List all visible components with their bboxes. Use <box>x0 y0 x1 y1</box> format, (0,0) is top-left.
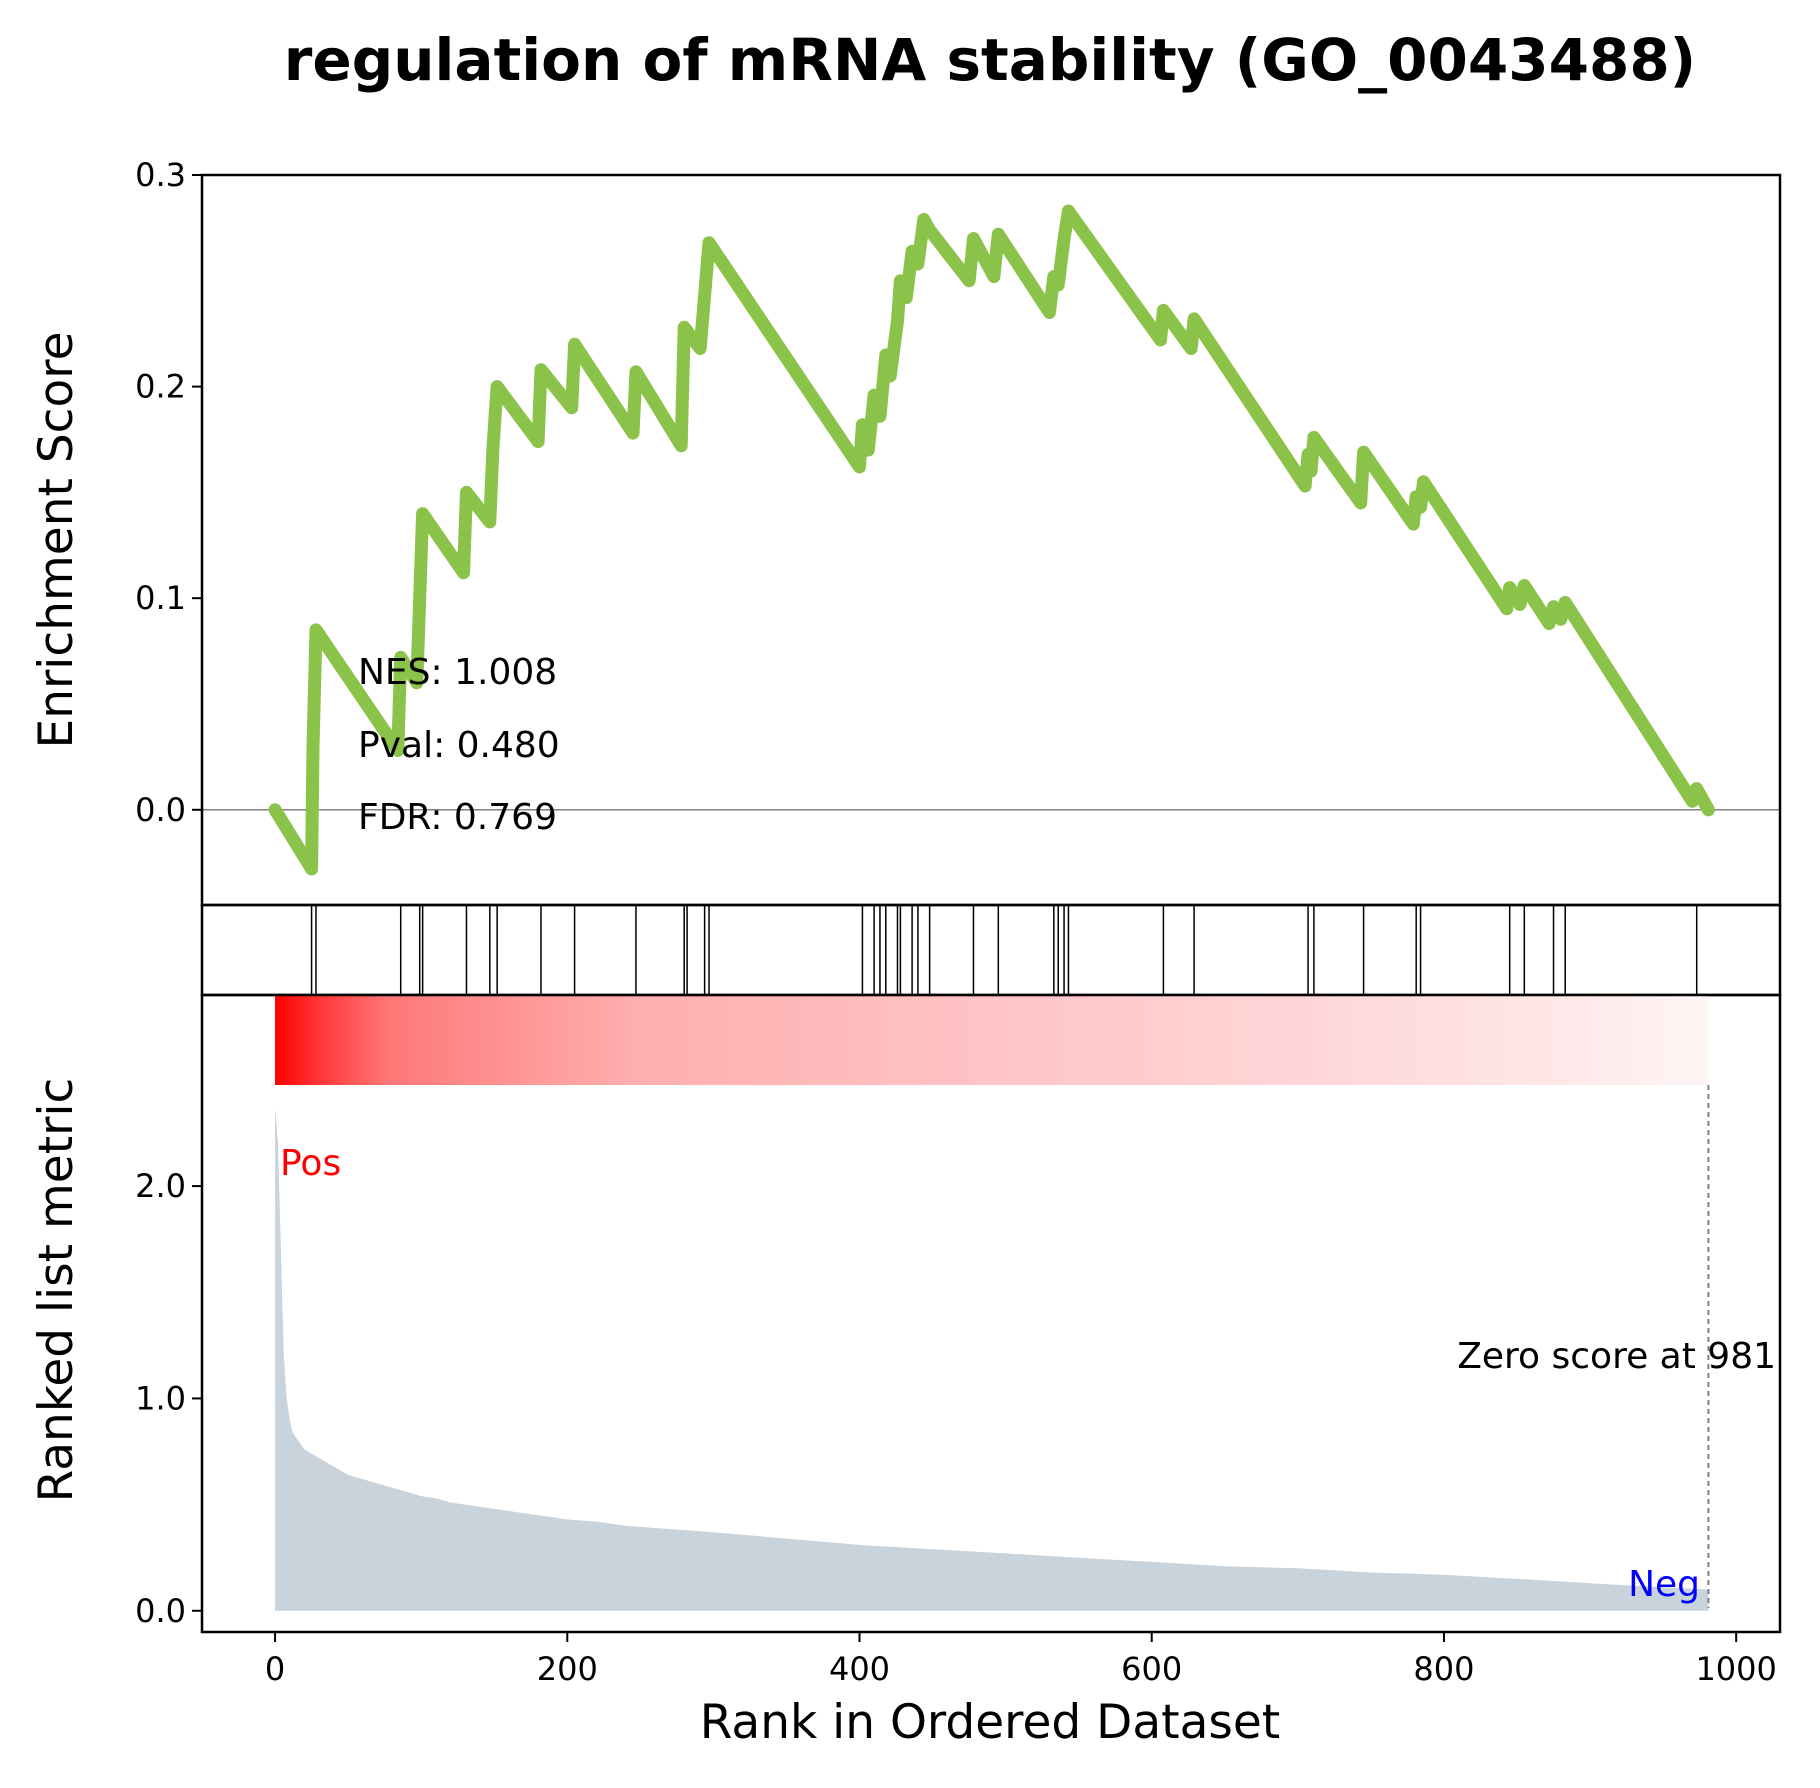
hit-lines <box>310 905 1698 995</box>
nes-stat: NES: 1.008 <box>358 652 557 693</box>
x-axis-label: Rank in Ordered Dataset <box>700 1695 1280 1750</box>
pos-label: Pos <box>280 1143 341 1184</box>
x-tick-label: 1000 <box>1695 1650 1776 1688</box>
x-tick-label: 0 <box>265 1650 285 1688</box>
rank-y-tick-label: 0.0 <box>135 1592 186 1630</box>
chart-title: regulation of mRNA stability (GO_0043488… <box>284 26 1696 94</box>
es-y-tick-label: 0.1 <box>135 579 186 617</box>
rank-panel: Zero score at 981 Pos Neg 0.0 1.0 2.0 0 200… <box>29 993 1782 1750</box>
rank-gradient-bar <box>275 995 1709 1085</box>
x-ticks: 0 200 400 600 800 1000 <box>265 1632 1777 1688</box>
rank-y-tick-label: 1.0 <box>135 1379 186 1417</box>
rank-y-ticks: 0.0 1.0 2.0 <box>135 1167 202 1630</box>
es-y-tick-label: 0.0 <box>135 791 186 829</box>
zero-score-label: Zero score at 981 <box>1457 1336 1776 1377</box>
es-y-tick-label: 0.2 <box>135 368 186 406</box>
es-line <box>268 204 1715 876</box>
x-tick-label: 800 <box>1413 1650 1474 1688</box>
es-y-tick-label: 0.3 <box>135 156 186 194</box>
es-y-ticks: 0.0 0.1 0.2 0.3 <box>135 156 202 829</box>
x-tick-label: 600 <box>1121 1650 1182 1688</box>
es-panel: 0.0 0.1 0.2 0.3 Enrichment Score NES: 1.008… <box>29 156 1782 907</box>
es-y-axis-label: Enrichment Score <box>29 332 84 749</box>
x-tick-label: 400 <box>829 1650 890 1688</box>
rank-panel-frame <box>200 993 1782 1634</box>
neg-label: Neg <box>1628 1564 1700 1605</box>
ranked-metric-area <box>275 1107 1709 1611</box>
rank-y-axis-label: Ranked list metric <box>29 1078 84 1503</box>
pval-stat: Pval: 0.480 <box>358 725 560 766</box>
rank-y-tick-label: 2.0 <box>135 1167 186 1205</box>
hits-panel-frame <box>200 903 1782 997</box>
x-tick-label: 200 <box>537 1650 598 1688</box>
fdr-stat: FDR: 0.769 <box>358 797 557 838</box>
hits-panel <box>200 903 1782 997</box>
